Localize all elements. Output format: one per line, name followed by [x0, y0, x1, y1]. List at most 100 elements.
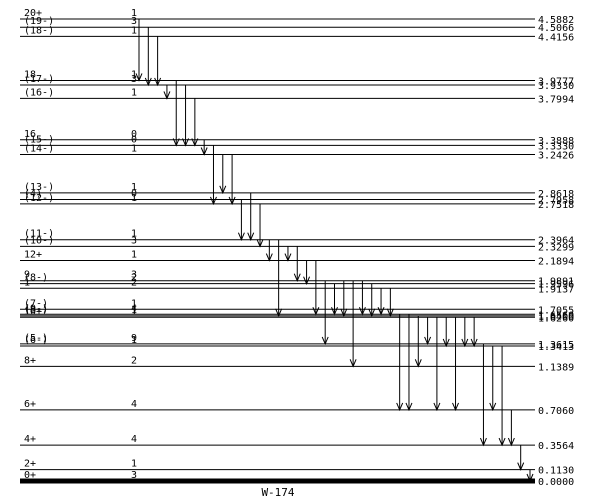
level-energy: 4.5882	[538, 15, 574, 26]
level-spin: 20+	[24, 8, 42, 19]
transitions-layer	[135, 19, 534, 483]
level-spin: (10-)	[24, 235, 54, 246]
level-count: 4	[131, 434, 137, 445]
level-energy: 1.1389	[538, 362, 574, 373]
transition-arrow	[144, 27, 152, 87]
transition-arrow	[433, 317, 441, 412]
transition-arrow	[275, 239, 283, 318]
transition-arrow	[358, 280, 366, 316]
level-spin: (14-)	[24, 143, 54, 154]
level-spin: 16	[24, 129, 36, 140]
level-energy: 3.7994	[538, 94, 574, 105]
transition-arrow	[154, 36, 162, 87]
transition-arrow	[386, 288, 394, 318]
transition-arrow	[247, 192, 255, 241]
level-energy: 2.1894	[538, 257, 574, 268]
level-count: 1	[131, 182, 137, 193]
level-count: 1	[131, 305, 137, 316]
level-energy: 1.6260	[538, 313, 574, 324]
transition-arrow	[396, 314, 404, 412]
level-count: 2	[131, 277, 137, 288]
level-energy: 2.3299	[538, 242, 574, 253]
level-energy: 1.6560	[538, 310, 574, 321]
transition-arrow	[172, 80, 180, 147]
transition-arrow	[265, 239, 273, 262]
level-energy: 0.3564	[538, 441, 574, 452]
level-spin: 18	[24, 69, 36, 80]
level-spin: 12+	[24, 250, 42, 261]
level-energy: 1.9137	[538, 284, 574, 295]
level-spin: 2+	[24, 459, 36, 470]
transition-arrow	[331, 283, 338, 316]
level-count: 1	[131, 8, 137, 19]
level-spin: (18-)	[24, 25, 54, 36]
transition-arrow	[442, 317, 450, 348]
level-energy: 3.9777	[538, 76, 574, 87]
level-count: 1	[131, 69, 137, 80]
level-energy: 4.4156	[538, 32, 574, 43]
level-energy: 1.9891	[538, 277, 574, 288]
level-count: 1	[131, 250, 137, 261]
transition-arrow	[182, 84, 190, 147]
level-energy: 1.3615	[538, 340, 574, 351]
level-count: 2	[131, 273, 137, 284]
transition-arrow	[237, 199, 245, 241]
transition-arrow	[489, 345, 497, 412]
transition-arrow	[219, 154, 227, 195]
level-energy: 2.7958	[538, 195, 574, 206]
transition-arrow	[526, 469, 534, 483]
level-count: 3	[131, 74, 137, 85]
level-energy: 3.3330	[538, 141, 574, 152]
transition-arrow	[256, 203, 264, 248]
transition-arrow	[303, 260, 311, 285]
level-energy: 1.3413	[538, 342, 574, 353]
level-spin: (8-)	[24, 305, 48, 316]
transition-arrow	[210, 145, 217, 206]
nucleus-label: W-174	[261, 486, 294, 499]
level-spin: 10+	[24, 306, 42, 317]
level-spin: 8+	[24, 355, 36, 366]
level-energy: 1.7055	[538, 305, 574, 316]
level-count: 9	[131, 333, 137, 344]
level-spin: (12-)	[24, 193, 54, 204]
transition-arrow	[405, 314, 413, 412]
levels-layer: 0+ 3 0.0000 2+ 1 0.1130 4+ 4 0.3564 6+ 4 0.7060 8+ 2 1…	[20, 8, 574, 488]
transition-arrow	[377, 288, 385, 316]
transition-arrow	[312, 260, 320, 316]
transition-arrow	[414, 315, 422, 368]
level-count: 1	[131, 193, 137, 204]
level-energy: 1.9596	[538, 280, 574, 291]
level-energy: 2.3964	[538, 236, 574, 247]
transition-arrow	[461, 317, 469, 348]
transition-arrow	[191, 98, 199, 147]
level-count: 1	[131, 229, 137, 240]
transition-arrow	[284, 246, 292, 262]
level-energy: 0.1130	[538, 466, 574, 477]
level-count: 3	[131, 270, 137, 281]
level-count: 0	[131, 188, 137, 199]
transition-arrow	[321, 280, 329, 346]
level-count: 0	[131, 129, 137, 140]
level-energy: 3.3888	[538, 136, 574, 147]
level-spin: (16-)	[24, 87, 54, 98]
level-spin: (7-)	[24, 298, 48, 309]
level-count: 4	[131, 303, 137, 314]
level-spin: (6-)	[24, 335, 48, 346]
level-count: 1	[131, 25, 137, 36]
level-energy: 4.5066	[538, 23, 574, 34]
level-spin: (13-)	[24, 182, 54, 193]
level-energy: 3.9330	[538, 81, 574, 92]
level-count: 3	[131, 16, 137, 27]
level-spin: (17-)	[24, 74, 54, 85]
level-spin: 1	[24, 277, 30, 288]
transition-arrow	[452, 317, 459, 412]
level-spin: 4+	[24, 434, 36, 445]
level-count: 1	[131, 298, 137, 309]
level-spin: 6+	[24, 399, 36, 410]
level-spin: 0+	[24, 470, 36, 481]
level-spin: (9-)	[24, 303, 48, 314]
transition-arrow	[479, 343, 487, 447]
level-count: 2	[131, 355, 137, 366]
transition-arrow	[368, 283, 376, 318]
transition-arrow	[517, 445, 525, 471]
